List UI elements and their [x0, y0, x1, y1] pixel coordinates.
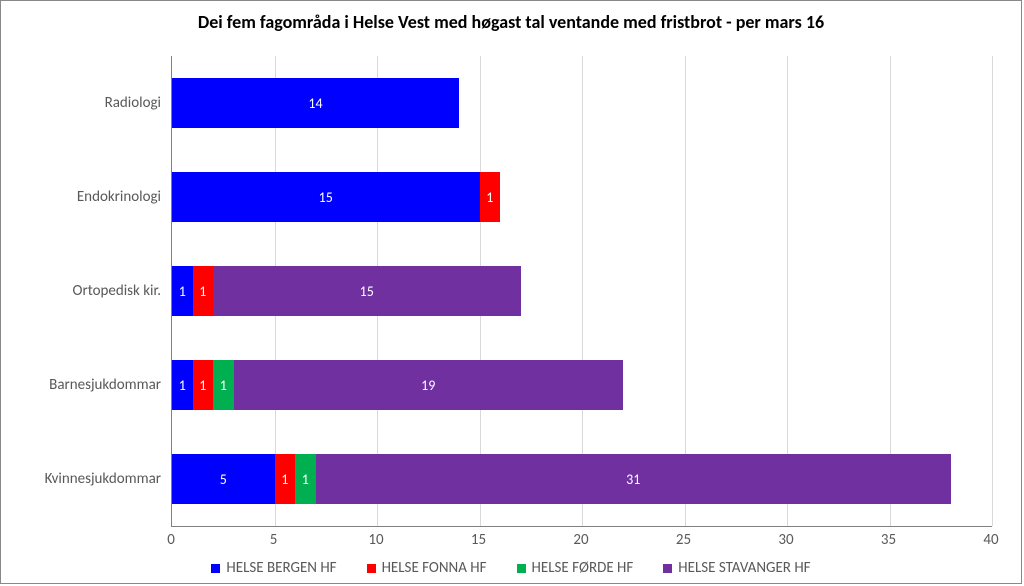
bar-segment-stavanger: 15	[213, 266, 521, 316]
chart-frame: Dei fem fagområda i Helse Vest med høgas…	[0, 0, 1022, 584]
legend-label: HELSE STAVANGER HF	[678, 559, 810, 577]
x-tick-label: 0	[156, 531, 186, 549]
x-tick-label: 40	[976, 531, 1006, 549]
x-tick-label: 25	[669, 531, 699, 549]
bar-stack: 14	[172, 78, 459, 128]
bar-stack: 51131	[172, 454, 951, 504]
legend-item-stavanger: HELSE STAVANGER HF	[663, 559, 810, 577]
category-label: Ortopedisk kir.	[6, 244, 161, 338]
x-tick-label: 15	[464, 531, 494, 549]
legend-swatch	[211, 564, 220, 573]
legend-swatch	[517, 564, 526, 573]
category-label: Barnesjukdommar	[6, 338, 161, 432]
chart-title: Dei fem fagområda i Helse Vest med høgas…	[1, 11, 1021, 33]
bar-stack: 1115	[172, 266, 521, 316]
bar-segment-fonna: 1	[193, 266, 214, 316]
bar-segment-bergen: 1	[172, 266, 193, 316]
gridline	[992, 56, 993, 526]
category-row: 151	[172, 150, 992, 244]
legend-label: HELSE BERGEN HF	[226, 559, 336, 577]
legend-item-bergen: HELSE BERGEN HF	[211, 559, 336, 577]
bar-stack: 151	[172, 172, 500, 222]
x-tick-label: 20	[566, 531, 596, 549]
x-tick-label: 30	[771, 531, 801, 549]
bar-segment-forde: 1	[213, 360, 234, 410]
x-tick-label: 35	[874, 531, 904, 549]
bar-stack: 11119	[172, 360, 623, 410]
bar-segment-forde: 1	[295, 454, 316, 504]
bar-segment-fonna: 1	[275, 454, 296, 504]
legend-swatch	[663, 564, 672, 573]
plot-area: 1415111151111951131	[171, 56, 992, 527]
category-row: 14	[172, 56, 992, 150]
bar-segment-fonna: 1	[480, 172, 501, 222]
category-label: Kvinnesjukdommar	[6, 432, 161, 526]
bar-segment-stavanger: 19	[234, 360, 624, 410]
category-label: Endokrinologi	[6, 150, 161, 244]
bar-segment-stavanger: 31	[316, 454, 952, 504]
bar-segment-fonna: 1	[193, 360, 214, 410]
legend-item-forde: HELSE FØRDE HF	[517, 559, 634, 577]
legend: HELSE BERGEN HF HELSE FONNA HF HELSE FØRDE…	[1, 559, 1021, 577]
category-row: 11119	[172, 338, 992, 432]
bar-segment-bergen: 5	[172, 454, 275, 504]
category-label: Radiologi	[6, 56, 161, 150]
category-row: 1115	[172, 244, 992, 338]
legend-swatch	[367, 564, 376, 573]
legend-label: HELSE FONNA HF	[382, 559, 487, 577]
legend-label: HELSE FØRDE HF	[532, 559, 634, 577]
bar-segment-bergen: 1	[172, 360, 193, 410]
x-tick-label: 10	[361, 531, 391, 549]
bar-segment-bergen: 14	[172, 78, 459, 128]
category-row: 51131	[172, 432, 992, 526]
legend-item-fonna: HELSE FONNA HF	[367, 559, 487, 577]
bar-segment-bergen: 15	[172, 172, 480, 222]
x-tick-label: 5	[259, 531, 289, 549]
